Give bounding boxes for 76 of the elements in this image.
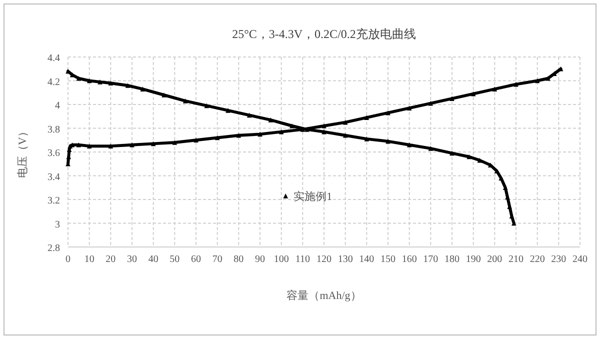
- x-tick-label: 240: [572, 254, 588, 265]
- x-tick-label: 100: [274, 254, 289, 265]
- legend: 实施例1: [283, 190, 332, 203]
- x-tick-label: 210: [508, 254, 524, 265]
- y-tick-label: 3.4: [48, 172, 60, 183]
- point: [162, 92, 166, 98]
- x-tick-label: 220: [530, 254, 545, 265]
- x-tick-label: 80: [234, 254, 244, 265]
- x-tick-label: 70: [212, 254, 222, 265]
- point: [214, 135, 220, 140]
- point: [406, 106, 412, 110]
- x-tick-label: 130: [338, 254, 353, 265]
- x-tick-label: 0: [66, 254, 70, 265]
- x-axis-title: 容量（mAh/g）: [286, 289, 362, 302]
- point: [140, 86, 146, 92]
- y-tick-label: 3.2: [48, 196, 60, 206]
- y-tick-label: 3: [55, 219, 60, 230]
- x-tick-label: 110: [295, 254, 310, 265]
- y-tick-label: 3.8: [48, 124, 60, 136]
- x-tick-label: 190: [466, 254, 481, 265]
- point: [466, 154, 472, 160]
- x-tick-label: 160: [402, 254, 417, 265]
- point: [342, 132, 348, 138]
- point: [150, 141, 156, 146]
- point: [182, 98, 188, 104]
- point: [98, 80, 102, 84]
- y-tick-label: 4.2: [48, 76, 60, 88]
- point: [130, 142, 134, 148]
- point: [498, 176, 504, 181]
- point: [546, 76, 550, 81]
- point: [428, 146, 434, 151]
- point: [108, 80, 114, 86]
- legend-label: 实施例1: [294, 190, 332, 203]
- x-tick-label: 30: [127, 254, 137, 265]
- point: [86, 78, 92, 84]
- x-tick-label: 60: [191, 254, 201, 265]
- y-tick-label: 2.8: [48, 243, 60, 254]
- point: [492, 86, 498, 92]
- x-tick-label: 200: [487, 254, 502, 265]
- x-tick-label: 10: [84, 254, 94, 265]
- x-tick-label: 230: [551, 254, 566, 265]
- y-tick-label: 3.6: [48, 148, 60, 159]
- point: [76, 76, 82, 81]
- chart-title: 25°C，3-4.3V，0.2C/0.2充放电曲线: [232, 27, 416, 41]
- y-tick-label: 4: [55, 100, 60, 112]
- point: [236, 132, 242, 138]
- point: [76, 142, 82, 148]
- x-tick-label: 20: [106, 254, 116, 265]
- point: [172, 140, 178, 145]
- point: [304, 127, 310, 132]
- point: [406, 142, 412, 148]
- x-tick-label: 90: [255, 254, 265, 265]
- y-tick-label: 4.4: [48, 53, 60, 64]
- point: [108, 144, 114, 148]
- x-tick-label: 140: [359, 254, 374, 265]
- point: [290, 123, 294, 128]
- point: [450, 96, 454, 101]
- x-tick-label: 180: [444, 254, 460, 265]
- point: [322, 123, 326, 128]
- point: [364, 136, 370, 142]
- x-tick-label: 120: [316, 254, 332, 265]
- point: [86, 144, 92, 148]
- point: [534, 78, 540, 84]
- point: [204, 103, 210, 108]
- point: [268, 118, 274, 122]
- point: [226, 108, 230, 113]
- x-tick-label: 170: [423, 254, 438, 265]
- point: [125, 83, 130, 88]
- x-tick-label: 50: [170, 254, 180, 265]
- point: [194, 138, 198, 143]
- x-tick-label: 150: [380, 254, 396, 265]
- point: [364, 115, 370, 120]
- x-tick-label: 40: [148, 254, 158, 265]
- point: [246, 112, 252, 118]
- point: [428, 100, 434, 106]
- y-axis-title: 电压（V）: [16, 126, 29, 178]
